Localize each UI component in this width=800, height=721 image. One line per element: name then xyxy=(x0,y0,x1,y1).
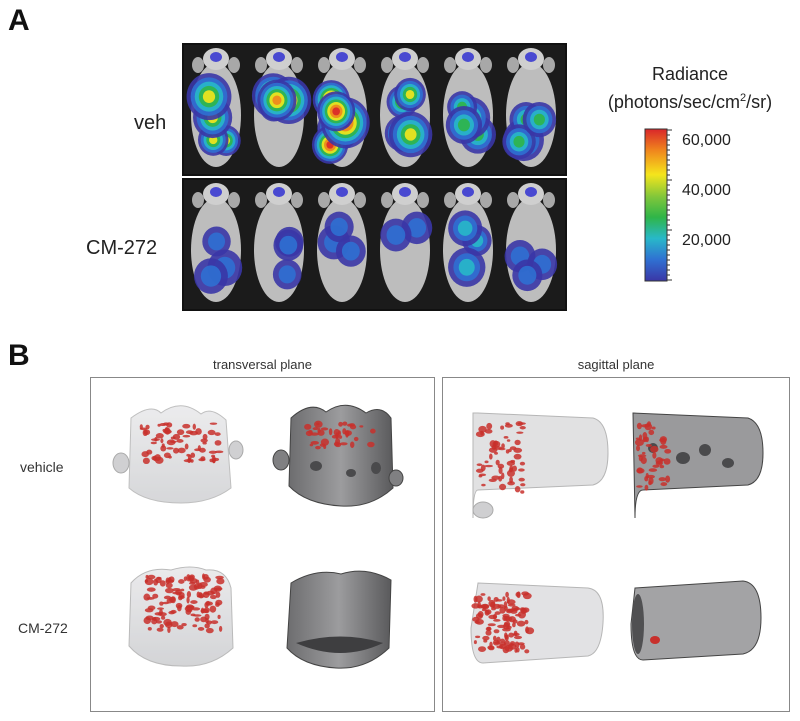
veh-mice-image xyxy=(186,48,557,167)
panel-a-letter: A xyxy=(8,4,30,37)
row-label-vehicle: vehicle xyxy=(20,459,64,475)
cm272-mouse-2 xyxy=(254,183,304,302)
sagittal-bone-renderings xyxy=(470,412,764,664)
veh-mouse-6 xyxy=(502,48,557,167)
vehicle-sagittal-translucent xyxy=(472,412,609,519)
legend-title-line2: (photons/sec/cm2/sr) xyxy=(607,92,773,112)
vehicle-transversal-translucent xyxy=(112,405,244,504)
sagittal-plane-title: sagittal plane xyxy=(577,357,655,372)
cm272-mouse-5 xyxy=(443,183,493,302)
cm272-sagittal-translucent xyxy=(470,582,604,664)
colorbar-tick-label-40000: 40,000 xyxy=(682,182,731,199)
transversal-plane-box xyxy=(90,377,435,712)
panel-b-letter: B xyxy=(8,339,30,372)
colorbar-tick-label-20000: 20,000 xyxy=(682,232,731,249)
vehicle-transversal-solid xyxy=(272,404,404,507)
cm272-mouse-6 xyxy=(504,183,558,302)
legend-title-line1: Radiance xyxy=(651,64,729,84)
row-label-veh: veh xyxy=(134,112,167,134)
cm272-mouse-4 xyxy=(380,183,433,302)
colorbar-tick-label-60000: 60,000 xyxy=(682,132,731,149)
transversal-bone-renderings xyxy=(112,404,404,669)
cm272-mouse-1 xyxy=(191,183,243,302)
veh-mouse-1 xyxy=(186,48,241,167)
cm272-mouse-3 xyxy=(317,183,367,302)
veh-mouse-5 xyxy=(443,48,496,167)
vehicle-sagittal-solid xyxy=(632,412,764,519)
veh-imaging-strip xyxy=(182,43,567,176)
veh-mouse-2 xyxy=(251,48,312,167)
cm272-transversal-solid xyxy=(286,570,392,669)
cm272-transversal-translucent xyxy=(128,566,234,667)
cm272-imaging-strip xyxy=(182,178,567,311)
veh-mouse-4 xyxy=(380,48,433,167)
sagittal-plane-box xyxy=(442,377,790,712)
row-label-cm272-b: CM-272 xyxy=(18,620,68,636)
cm272-mice-image xyxy=(191,183,558,302)
row-label-cm272: CM-272 xyxy=(86,237,158,259)
colorbar xyxy=(644,128,673,282)
transversal-plane-title: transversal plane xyxy=(213,357,312,372)
veh-mouse-3 xyxy=(311,48,370,167)
cm272-sagittal-solid xyxy=(630,580,762,661)
legend-title: Radiance (photons/sec/cm2/sr) xyxy=(590,62,790,114)
